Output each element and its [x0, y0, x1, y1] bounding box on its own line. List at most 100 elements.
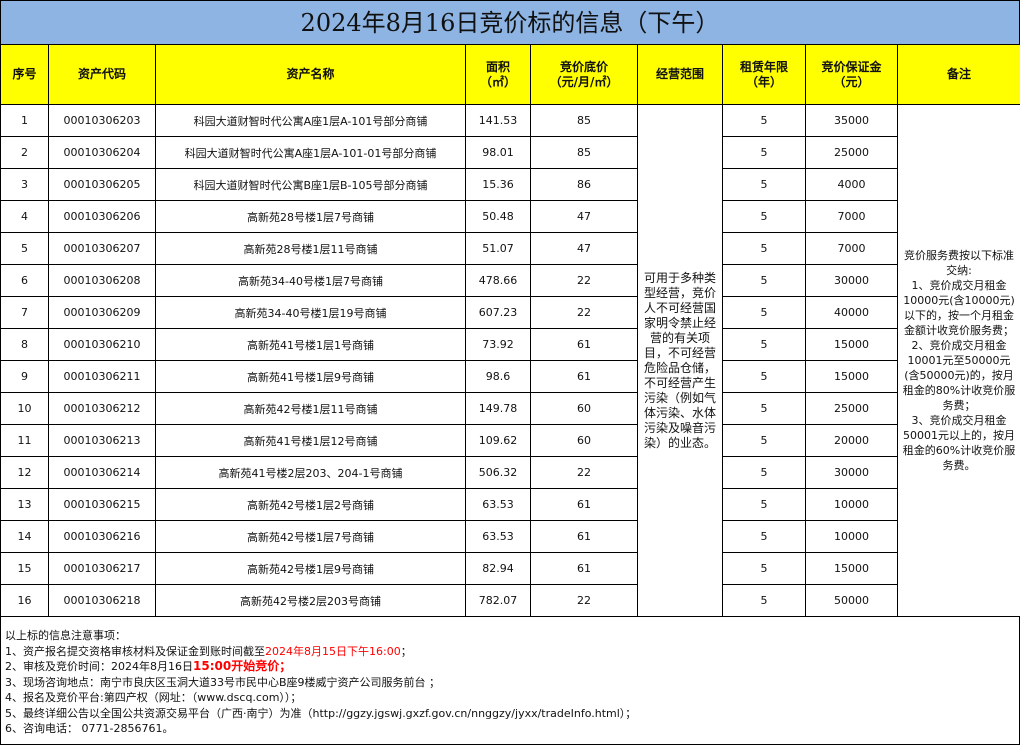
cell-no: 4: [0, 200, 49, 233]
table-row: 16 00010306218 高新苑42号楼2层203号商铺 782.07 22 5 500…: [0, 584, 1020, 617]
cell-name: 科园大道财智时代公寓A座1层A-101号部分商铺: [155, 104, 466, 137]
cell-term: 5: [722, 360, 806, 393]
cell-code: 00010306214: [48, 456, 156, 489]
cell-term: 5: [722, 584, 806, 617]
cell-code: 00010306207: [48, 232, 156, 265]
cell-deposit: 20000: [805, 424, 898, 457]
cell-no: 9: [0, 360, 49, 393]
cell-price: 86: [530, 168, 638, 201]
cell-name: 高新苑41号楼1层9号商铺: [155, 360, 466, 393]
cell-term: 5: [722, 392, 806, 425]
cell-area: 51.07: [465, 232, 531, 265]
cell-no: 7: [0, 296, 49, 329]
cell-area: 782.07: [465, 584, 531, 617]
note-3: 3、现场咨询地点：南宁市良庆区玉洞大道33号市民中心B座9楼威宁资产公司服务前台…: [5, 675, 441, 689]
cell-area: 607.23: [465, 296, 531, 329]
cell-price: 22: [530, 264, 638, 297]
cell-term: 5: [722, 520, 806, 553]
cell-no: 11: [0, 424, 49, 457]
cell-price: 85: [530, 104, 638, 137]
table-row: 15 00010306217 高新苑42号楼1层9号商铺 82.94 61 5 15000: [0, 552, 1020, 585]
cell-area: 109.62: [465, 424, 531, 457]
cell-area: 50.48: [465, 200, 531, 233]
cell-area: 82.94: [465, 552, 531, 585]
cell-term: 5: [722, 136, 806, 169]
cell-term: 5: [722, 328, 806, 361]
cell-area: 63.53: [465, 488, 531, 521]
cell-deposit: 25000: [805, 392, 898, 425]
cell-deposit: 15000: [805, 328, 898, 361]
table-row: 4 00010306206 高新苑28号楼1层7号商铺 50.48 47 5 7000: [0, 200, 1020, 233]
cell-name: 高新苑42号楼1层9号商铺: [155, 552, 466, 585]
cell-code: 00010306205: [48, 168, 156, 201]
header-name: 资产名称: [155, 44, 466, 105]
header-remark: 备注: [897, 44, 1020, 105]
table-row: 9 00010306211 高新苑41号楼1层9号商铺 98.6 61 5 15000: [0, 360, 1020, 393]
cell-price: 61: [530, 360, 638, 393]
header-scope: 经营范围: [637, 44, 723, 105]
cell-area: 478.66: [465, 264, 531, 297]
header-code: 资产代码: [48, 44, 156, 105]
cell-code: 00010306209: [48, 296, 156, 329]
header-term: 租赁年限 （年）: [722, 44, 806, 105]
auction-table: 序号 资产代码 资产名称 面积 （㎡） 竞价底价 （元/月/㎡） 经营范围 租赁…: [0, 44, 1020, 617]
cell-no: 14: [0, 520, 49, 553]
header-price: 竞价底价 （元/月/㎡）: [530, 44, 638, 105]
note-2: 2、审核及竞价时间：2024年8月16日15:00开始竞价；: [5, 659, 1015, 675]
cell-no: 16: [0, 584, 49, 617]
cell-name: 高新苑41号楼2层203、204-1号商铺: [155, 456, 466, 489]
cell-deposit: 25000: [805, 136, 898, 169]
header-no: 序号: [0, 44, 49, 105]
page-title: 2024年8月16日竞价标的信息（下午）: [0, 0, 1020, 44]
table-row: 10 00010306212 高新苑42号楼1层11号商铺 149.78 60 5 2500…: [0, 392, 1020, 425]
cell-no: 12: [0, 456, 49, 489]
cell-no: 3: [0, 168, 49, 201]
cell-term: 5: [722, 456, 806, 489]
cell-code: 00010306213: [48, 424, 156, 457]
cell-code: 00010306204: [48, 136, 156, 169]
business-scope-cell: 可用于多种类型经营，竞价人不可经营国家明令禁止经营的有关项目，不可经营危险品仓储…: [637, 104, 723, 617]
table-row: 13 00010306215 高新苑42号楼1层2号商铺 63.53 61 5 10000: [0, 488, 1020, 521]
table-row: 8 00010306210 高新苑41号楼1层1号商铺 73.92 61 5 15000: [0, 328, 1020, 361]
cell-name: 高新苑41号楼1层1号商铺: [155, 328, 466, 361]
cell-name: 科园大道财智时代公寓A座1层A-101-01号部分商铺: [155, 136, 466, 169]
cell-term: 5: [722, 488, 806, 521]
cell-area: 73.92: [465, 328, 531, 361]
cell-price: 61: [530, 552, 638, 585]
cell-price: 22: [530, 584, 638, 617]
cell-deposit: 10000: [805, 488, 898, 521]
cell-term: 5: [722, 264, 806, 297]
cell-price: 61: [530, 520, 638, 553]
remark-cell: 竞价服务费按以下标准交纳: 1、竞价成交月租金10000元(含10000元)以下…: [897, 104, 1020, 617]
table-row: 3 00010306205 科园大道财智时代公寓B座1层B-105号部分商铺 15.3…: [0, 168, 1020, 201]
note-1: 1、资产报名提交资格审核材料及保证金到账时间截至2024年8月15日下午16:0…: [5, 644, 1015, 660]
cell-code: 00010306215: [48, 488, 156, 521]
notes-section: 以上标的信息注意事项： 1、资产报名提交资格审核材料及保证金到账时间截至2024…: [0, 616, 1020, 745]
cell-deposit: 7000: [805, 200, 898, 233]
table-row: 5 00010306207 高新苑28号楼1层11号商铺 51.07 47 5 7000: [0, 232, 1020, 265]
table-row: 11 00010306213 高新苑41号楼1层12号商铺 109.62 60 5 2000…: [0, 424, 1020, 457]
cell-price: 22: [530, 456, 638, 489]
cell-no: 8: [0, 328, 49, 361]
cell-deposit: 35000: [805, 104, 898, 137]
cell-term: 5: [722, 168, 806, 201]
note-2-text: 2、审核及竞价时间：2024年8月16日: [5, 660, 193, 673]
cell-no: 1: [0, 104, 49, 137]
cell-code: 00010306216: [48, 520, 156, 553]
cell-no: 6: [0, 264, 49, 297]
cell-deposit: 15000: [805, 360, 898, 393]
cell-name: 科园大道财智时代公寓B座1层B-105号部分商铺: [155, 168, 466, 201]
table-row: 14 00010306216 高新苑42号楼1层7号商铺 63.53 61 5 10000: [0, 520, 1020, 553]
cell-deposit: 40000: [805, 296, 898, 329]
notes-heading: 以上标的信息注意事项：: [5, 629, 126, 642]
cell-code: 00010306206: [48, 200, 156, 233]
cell-area: 506.32: [465, 456, 531, 489]
cell-term: 5: [722, 104, 806, 137]
cell-area: 149.78: [465, 392, 531, 425]
note-5: 5、最终详细公告以全国公共资源交易平台（广西·南宁）为准（http://ggzy…: [5, 706, 637, 720]
note-1-text: 1、资产报名提交资格审核材料及保证金到账时间截至: [5, 644, 265, 658]
table-row: 6 00010306208 高新苑34-40号楼1层7号商铺 478.66 22 5 300…: [0, 264, 1020, 297]
cell-price: 47: [530, 200, 638, 233]
cell-no: 13: [0, 488, 49, 521]
header-area: 面积 （㎡）: [465, 44, 531, 105]
